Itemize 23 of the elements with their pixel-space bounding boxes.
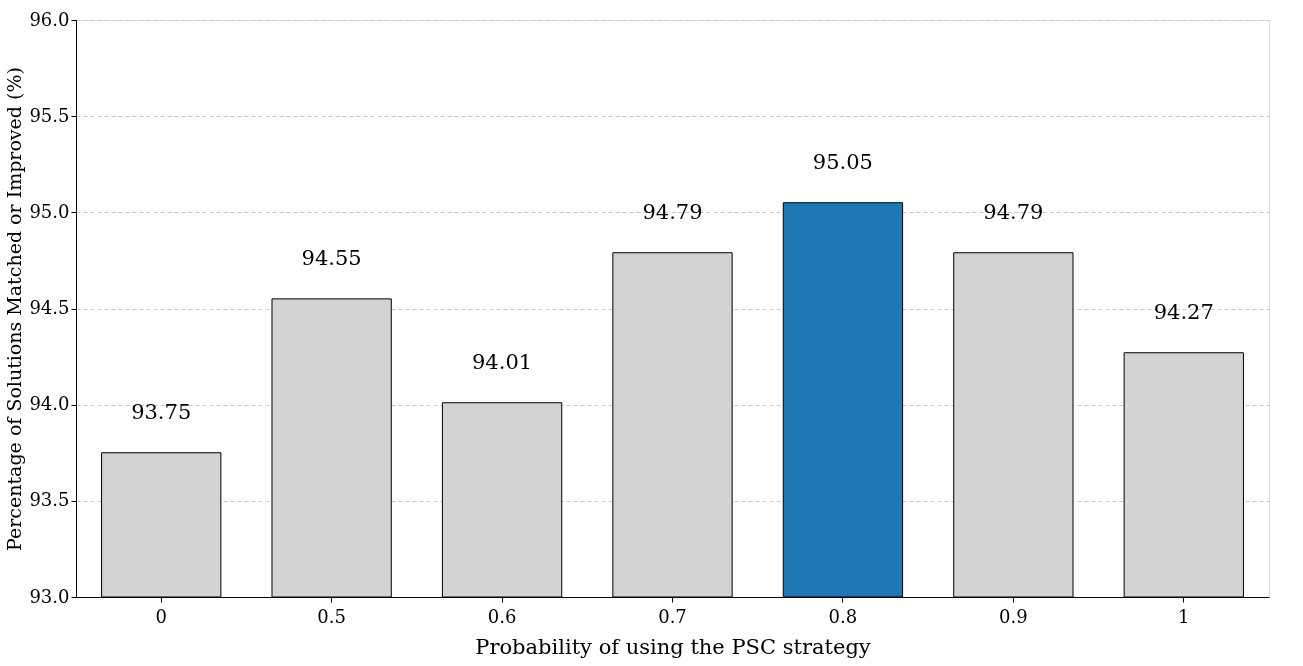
x-tick-label: 1	[1178, 605, 1190, 627]
y-tick-label: 93.5	[29, 489, 70, 511]
data-label: 94.55	[301, 245, 362, 270]
x-tick-label: 0.6	[487, 605, 517, 627]
y-tick-label: 96.0	[29, 8, 70, 30]
y-tick-label: 95.0	[29, 200, 70, 222]
data-label: 94.79	[983, 199, 1044, 224]
x-tick-label: 0.5	[317, 605, 346, 627]
data-label: 95.05	[812, 149, 873, 174]
y-tick-label: 94.5	[29, 297, 70, 318]
x-tick-label: 0.9	[999, 605, 1028, 627]
data-label: 94.01	[472, 349, 533, 374]
data-label: 94.27	[1153, 299, 1214, 324]
y-axis-title: Percentage of Solutions Matched or Improved (%)	[3, 67, 26, 551]
x-tick-label: 0.7	[658, 605, 687, 627]
data-label: 94.79	[642, 199, 703, 224]
y-tick-label: 93.0	[29, 585, 70, 607]
data-label: 93.75	[131, 399, 192, 424]
x-tick-label: 0	[155, 605, 167, 627]
y-tick-label: 95.5	[29, 104, 70, 126]
y-tick-label: 94.0	[29, 393, 70, 415]
x-axis-title: Probability of using the PSC strategy	[475, 634, 871, 659]
x-tick-label: 0.8	[828, 605, 858, 627]
